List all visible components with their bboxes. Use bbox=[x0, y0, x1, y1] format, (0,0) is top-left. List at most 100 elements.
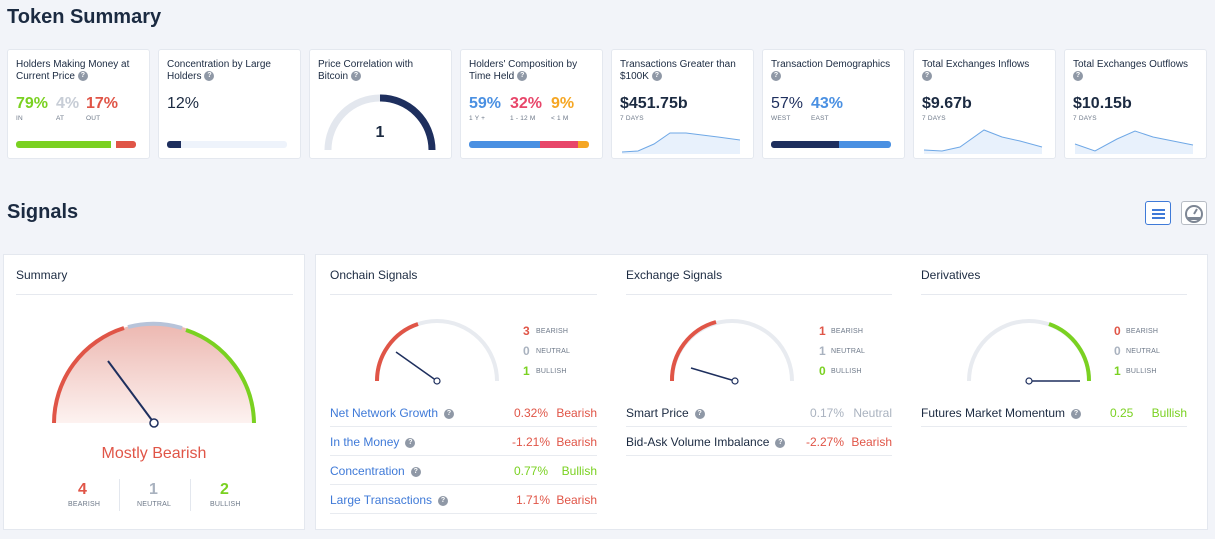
signal-label[interactable]: Futures Market Momentum bbox=[921, 406, 1066, 420]
east-label: EAST bbox=[811, 115, 829, 122]
card-exchange-outflows[interactable]: Total Exchanges Outflows? $10.15b 7 DAYS bbox=[1064, 49, 1207, 159]
summary-panel: Summary Mostly Bearish 4 BEARISH 1 NEUTR… bbox=[3, 254, 305, 530]
inflows-value: $9.67b bbox=[922, 95, 972, 112]
bar-east-segment bbox=[839, 141, 891, 148]
gauge-icon bbox=[1185, 205, 1203, 223]
gauge-view-button[interactable] bbox=[1181, 201, 1207, 225]
bar-mid-segment bbox=[539, 141, 579, 148]
card-large-transactions[interactable]: Transactions Greater than $100K? $451.75… bbox=[611, 49, 754, 159]
signal-pct: 0.17% bbox=[810, 406, 845, 420]
out-label: OUT bbox=[86, 115, 101, 122]
signal-pct: 0.25 bbox=[1110, 406, 1134, 420]
summary-neutral-label: NEUTRAL bbox=[137, 501, 172, 508]
card-holders-composition[interactable]: Holders' Composition by Time Held? 59% 1… bbox=[460, 49, 603, 159]
tx-greater-sparkline bbox=[621, 132, 741, 154]
signal-pct: 0.77% bbox=[514, 464, 549, 478]
onchain-row-concentration[interactable]: Concentration? 0.77% Bullish bbox=[330, 457, 597, 485]
exchange-gauge bbox=[669, 319, 794, 385]
token-summary-title: Token Summary bbox=[7, 6, 162, 28]
signal-label[interactable]: Net Network Growth bbox=[330, 406, 439, 420]
long-term-label: 1 Y + bbox=[469, 115, 486, 122]
inflows-period: 7 DAYS bbox=[922, 115, 946, 122]
card-exchange-inflows[interactable]: Total Exchanges Inflows? $9.67b 7 DAYS bbox=[913, 49, 1056, 159]
onchain-row-large-transactions[interactable]: Large Transactions? 1.71% Bearish bbox=[330, 486, 597, 514]
help-icon[interactable]: ? bbox=[405, 437, 416, 448]
composition-bar bbox=[469, 141, 589, 148]
demographics-bar bbox=[771, 141, 891, 148]
in-value: 79% bbox=[16, 95, 49, 112]
onchain-bearish-label: BEARISH bbox=[536, 328, 569, 335]
signal-label[interactable]: Concentration bbox=[330, 464, 405, 478]
bar-out-segment bbox=[115, 141, 136, 148]
exchange-row-bid-ask-imbalance[interactable]: Bid-Ask Volume Imbalance? -2.27% Bearish bbox=[626, 428, 892, 456]
onchain-neutral-label: NEUTRAL bbox=[536, 348, 571, 355]
derivatives-bearish-label: BEARISH bbox=[1126, 328, 1159, 335]
help-icon[interactable]: ? bbox=[694, 408, 705, 419]
help-icon[interactable]: ? bbox=[1073, 71, 1083, 82]
help-icon[interactable]: ? bbox=[1071, 408, 1082, 419]
help-icon[interactable]: ? bbox=[517, 71, 528, 82]
short-term-value: 9% bbox=[551, 95, 575, 112]
outflows-period: 7 DAYS bbox=[1073, 115, 1097, 122]
signal-pct: -2.27% bbox=[806, 435, 845, 449]
help-icon[interactable]: ? bbox=[444, 408, 455, 419]
help-icon[interactable]: ? bbox=[922, 71, 932, 82]
card-concentration[interactable]: Concentration by Large Holders? 12% bbox=[158, 49, 301, 159]
signal-status: Bullish bbox=[561, 464, 597, 478]
long-term-value: 59% bbox=[469, 95, 502, 112]
onchain-row-net-network-growth[interactable]: Net Network Growth? 0.32% Bearish bbox=[330, 399, 597, 427]
summary-verdict: Mostly Bearish bbox=[101, 445, 207, 462]
signal-pct: -1.21% bbox=[512, 435, 551, 449]
onchain-gauge bbox=[374, 319, 499, 385]
list-view-button[interactable] bbox=[1145, 201, 1171, 225]
mid-term-label: 1 - 12 M bbox=[510, 115, 536, 122]
help-icon[interactable]: ? bbox=[204, 71, 215, 82]
help-icon[interactable]: ? bbox=[410, 466, 421, 477]
derivatives-row-futures-momentum[interactable]: Futures Market Momentum? 0.25 Bullish bbox=[921, 399, 1187, 427]
concentration-bar bbox=[167, 141, 287, 148]
summary-title: Summary bbox=[16, 268, 68, 282]
signal-label[interactable]: Large Transactions bbox=[330, 493, 433, 507]
card-price-correlation[interactable]: Price Correlation with Bitcoin? 1 bbox=[309, 49, 452, 159]
mid-term-value: 32% bbox=[510, 95, 543, 112]
divider bbox=[626, 294, 892, 295]
card-title: Total Exchanges Outflows bbox=[1073, 59, 1189, 70]
signal-label[interactable]: Bid-Ask Volume Imbalance bbox=[626, 435, 770, 449]
exchange-bearish-label: BEARISH bbox=[831, 328, 864, 335]
concentration-value: 12% bbox=[167, 95, 200, 112]
signal-label[interactable]: In the Money bbox=[330, 435, 400, 449]
at-label: AT bbox=[56, 115, 65, 122]
help-icon[interactable]: ? bbox=[771, 71, 781, 82]
concentration-fill bbox=[167, 141, 182, 148]
help-icon[interactable]: ? bbox=[438, 495, 449, 506]
derivatives-bearish-count: 0 bbox=[1114, 324, 1121, 338]
summary-bearish-label: BEARISH bbox=[68, 501, 101, 508]
onchain-bearish-count: 3 bbox=[523, 324, 530, 338]
summary-gauge bbox=[52, 321, 256, 428]
outflows-value: $10.15b bbox=[1073, 95, 1132, 112]
help-icon[interactable]: ? bbox=[77, 71, 88, 82]
summary-bullish-count: 2 bbox=[220, 481, 229, 498]
west-label: WEST bbox=[771, 115, 791, 122]
onchain-row-in-the-money[interactable]: In the Money? -1.21% Bearish bbox=[330, 428, 597, 456]
card-transaction-demographics[interactable]: Transaction Demographics? 57% WEST 43% E… bbox=[762, 49, 905, 159]
derivatives-neutral-count: 0 bbox=[1114, 344, 1121, 358]
exchange-neutral-label: NEUTRAL bbox=[831, 348, 866, 355]
divider bbox=[119, 479, 120, 511]
card-holders-making-money[interactable]: Holders Making Money at Current Price? 7… bbox=[7, 49, 150, 159]
derivatives-title: Derivatives bbox=[921, 268, 981, 282]
exchange-bullish-label: BULLISH bbox=[831, 368, 862, 375]
help-icon[interactable]: ? bbox=[775, 437, 786, 448]
in-label: IN bbox=[16, 115, 23, 122]
bar-in-segment bbox=[16, 141, 111, 148]
exchange-row-smart-price[interactable]: Smart Price? 0.17% Neutral bbox=[626, 399, 892, 427]
at-value: 4% bbox=[56, 95, 80, 112]
card-title: Concentration by Large Holders bbox=[167, 59, 271, 82]
bar-short-segment bbox=[578, 141, 589, 148]
onchain-bullish-label: BULLISH bbox=[536, 368, 567, 375]
bar-west-segment bbox=[771, 141, 840, 148]
help-icon[interactable]: ? bbox=[351, 71, 362, 82]
card-title: Transactions Greater than $100K bbox=[620, 59, 736, 82]
help-icon[interactable]: ? bbox=[651, 71, 662, 82]
signal-label[interactable]: Smart Price bbox=[626, 406, 689, 420]
